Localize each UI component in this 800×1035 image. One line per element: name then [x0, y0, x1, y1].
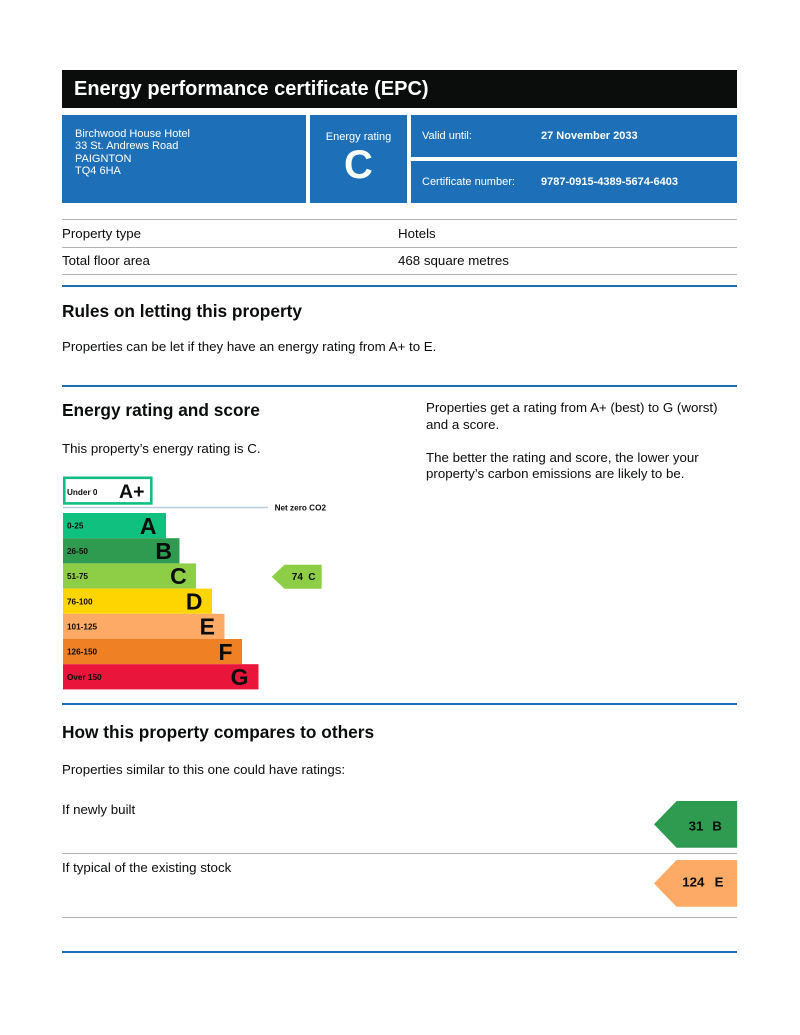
svg-text:B: B: [712, 818, 722, 833]
svg-text:C: C: [308, 572, 315, 583]
svg-text:B: B: [155, 538, 172, 564]
svg-text:101-125: 101-125: [67, 623, 97, 632]
svg-text:26-50: 26-50: [67, 547, 88, 556]
svg-text:51-75: 51-75: [67, 572, 88, 581]
svg-text:Under 0: Under 0: [67, 488, 98, 497]
svg-text:124: 124: [682, 874, 705, 889]
svg-text:74: 74: [292, 572, 304, 583]
svg-text:G: G: [231, 664, 249, 690]
svg-text:A: A: [140, 513, 157, 539]
svg-text:C: C: [170, 563, 187, 589]
svg-text:Net zero CO2: Net zero CO2: [275, 504, 327, 513]
svg-text:F: F: [218, 639, 232, 665]
svg-text:E: E: [200, 614, 215, 640]
svg-text:D: D: [186, 588, 203, 614]
svg-text:Over 150: Over 150: [67, 673, 102, 682]
svg-text:E: E: [715, 874, 724, 889]
svg-text:76-100: 76-100: [67, 597, 93, 606]
svg-text:31: 31: [689, 818, 704, 833]
svg-text:A+: A+: [119, 481, 144, 503]
svg-text:0-25: 0-25: [67, 522, 84, 531]
svg-text:126-150: 126-150: [67, 648, 97, 657]
